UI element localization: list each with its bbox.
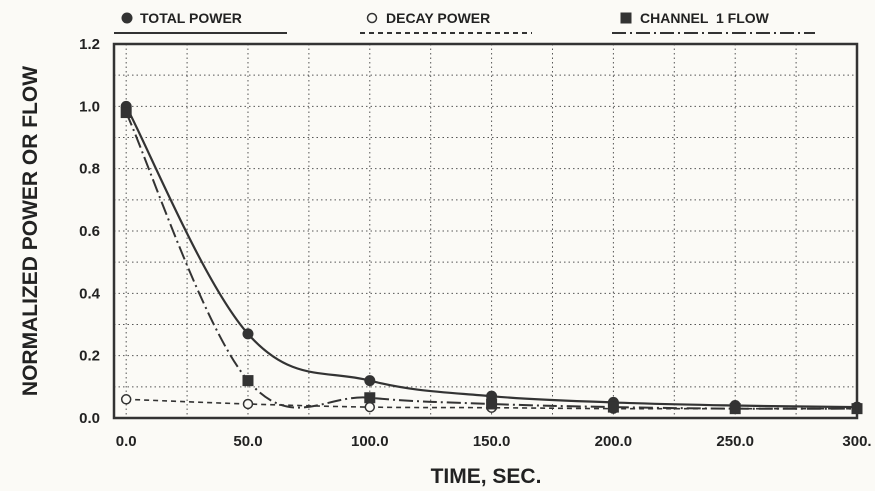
x-tick-label: 50.0 <box>233 433 262 450</box>
x-tick-label: 200.0 <box>595 433 633 450</box>
data-markers <box>120 100 863 415</box>
series-lines <box>125 105 858 410</box>
y-tick-labels: 0.0 0.2 0.4 0.6 0.8 1.0 1.2 <box>79 36 101 427</box>
legend-marker <box>366 12 378 24</box>
x-tick-label: 150.0 <box>473 433 511 450</box>
data-point-0 <box>364 375 376 387</box>
legend-label: TOTAL POWER <box>140 10 242 26</box>
y-tick-label: 1.0 <box>79 98 100 115</box>
legend-marker <box>121 12 133 24</box>
data-point-1 <box>120 394 132 405</box>
data-point-2 <box>486 398 498 410</box>
y-tick-label: 0.0 <box>79 410 100 427</box>
legend-label: CHANNEL 1 FLOW <box>640 10 770 26</box>
legend-item: CHANNEL 1 FLOW <box>612 10 815 34</box>
plot-frame <box>112 42 859 420</box>
y-tick-label: 0.2 <box>79 348 100 365</box>
y-tick-label: 0.6 <box>79 223 100 240</box>
y-tick-label: 1.2 <box>79 36 100 53</box>
legend: TOTAL POWER DECAY POWER CHANNEL 1 FLOW <box>114 10 815 34</box>
series-line-2 <box>125 112 858 410</box>
data-point-2 <box>729 403 741 415</box>
x-tick-labels: 0.0 50.0 100.0 150.0 200.0 250.0 300. <box>116 433 872 450</box>
y-axis-title: NORMALIZED POWER OR FLOW <box>19 66 42 396</box>
x-axis-title: TIME, SEC. <box>431 465 542 488</box>
data-point-2 <box>242 375 254 387</box>
grid <box>114 44 857 418</box>
data-point-1 <box>242 398 254 410</box>
x-tick-label: 300. <box>842 433 871 450</box>
x-tick-label: 100.0 <box>351 433 389 450</box>
data-point-2 <box>364 392 376 404</box>
legend-marker <box>620 12 632 24</box>
data-point-2 <box>120 107 132 119</box>
legend-item: DECAY POWER <box>360 10 532 34</box>
data-point-1 <box>364 401 376 413</box>
data-point-2 <box>607 401 619 413</box>
x-tick-label: 250.0 <box>716 433 754 450</box>
legend-label: DECAY POWER <box>386 10 490 26</box>
data-point-0 <box>242 328 254 340</box>
y-tick-label: 0.8 <box>79 161 100 178</box>
y-tick-label: 0.4 <box>79 285 101 302</box>
legend-item: TOTAL POWER <box>114 10 287 34</box>
x-tick-label: 0.0 <box>116 433 137 450</box>
